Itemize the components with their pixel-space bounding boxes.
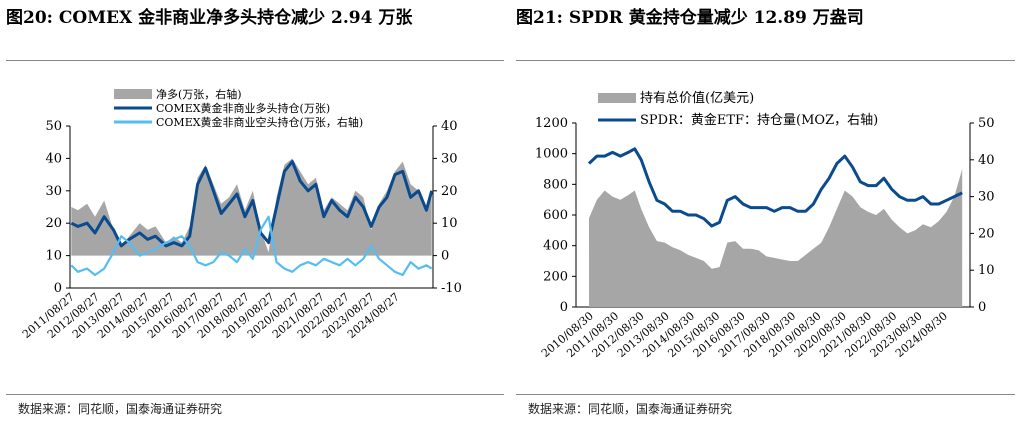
series-area-0 xyxy=(589,169,963,307)
figure-panel-spdr: 图21: SPDR 黄金持仓量减少 12.89 万盎司 0 200 400 600 80… xyxy=(510,0,1021,422)
legend-label: SPDR：黄金ETF：持仓量(MOZ，右轴) xyxy=(640,112,878,128)
left-y-tick-label: 0 xyxy=(560,300,568,315)
series-area-0 xyxy=(71,158,432,256)
left-y-tick-label: 10 xyxy=(45,249,62,264)
legend-swatch-area xyxy=(114,89,152,99)
left-y-tick-label: 1000 xyxy=(535,147,568,162)
left-y-tick-label: 40 xyxy=(45,151,62,166)
bottom-rule xyxy=(6,394,504,395)
left-y-tick-label: 0 xyxy=(54,281,62,296)
series-line-2 xyxy=(70,215,433,277)
legend-label: 净多(万张，右轴) xyxy=(156,87,242,101)
legend-label: COMEX黄金非商业空头持仓(万张，右轴) xyxy=(156,115,363,129)
data-source: 数据来源：同花顺，国泰海通证券研究 xyxy=(18,402,223,416)
figure-panel-comex: 图20: COMEX 金非商业净多头持仓减少 2.94 万张 0 10 20 30 40… xyxy=(0,0,510,422)
series-line-1 xyxy=(70,160,434,248)
left-y-tick-label: 30 xyxy=(45,184,62,199)
right-y-tick-label: 40 xyxy=(978,153,995,168)
top-rule xyxy=(6,60,504,61)
left-y-tick-label: 1200 xyxy=(535,116,568,131)
left-y-tick-label: 400 xyxy=(543,239,568,254)
right-y-tick-label: 20 xyxy=(441,184,458,199)
figure-title: 图21: SPDR 黄金持仓量减少 12.89 万盎司 xyxy=(516,8,864,28)
top-rule xyxy=(516,60,1015,61)
figure-title: 图20: COMEX 金非商业净多头持仓减少 2.94 万张 xyxy=(6,8,413,28)
right-y-tick-label: 10 xyxy=(978,263,995,278)
right-y-tick-label: 20 xyxy=(978,226,995,241)
left-y-tick-label: 600 xyxy=(543,208,568,223)
right-y-tick-label: -10 xyxy=(441,281,462,296)
left-y-tick-label: 20 xyxy=(45,216,62,231)
left-y-tick-label: 200 xyxy=(543,269,568,284)
bottom-rule xyxy=(516,394,1015,395)
left-y-tick-label: 50 xyxy=(45,119,62,134)
right-y-tick-label: 40 xyxy=(441,119,458,134)
spdr-holdings-chart: 020040060080010001200010203040502010/08/… xyxy=(535,90,995,360)
right-y-tick-label: 50 xyxy=(978,116,995,131)
data-source: 数据来源：同花顺，国泰海通证券研究 xyxy=(528,402,733,416)
right-y-tick-label: 0 xyxy=(441,249,449,264)
right-y-tick-label: 0 xyxy=(978,300,986,315)
right-y-tick-label: 10 xyxy=(441,216,458,231)
series-line-1 xyxy=(587,147,963,228)
comex-positions-chart: 01020304050-100102030402011/08/272012/08… xyxy=(20,87,462,341)
legend-label: 持有总价值(亿美元) xyxy=(640,90,754,106)
right-y-tick-label: 30 xyxy=(978,190,995,205)
right-y-tick-label: 30 xyxy=(441,151,458,166)
left-y-tick-label: 800 xyxy=(543,177,568,192)
legend-swatch-area xyxy=(598,93,636,103)
legend-label: COMEX黄金非商业多头持仓(万张) xyxy=(156,101,330,115)
